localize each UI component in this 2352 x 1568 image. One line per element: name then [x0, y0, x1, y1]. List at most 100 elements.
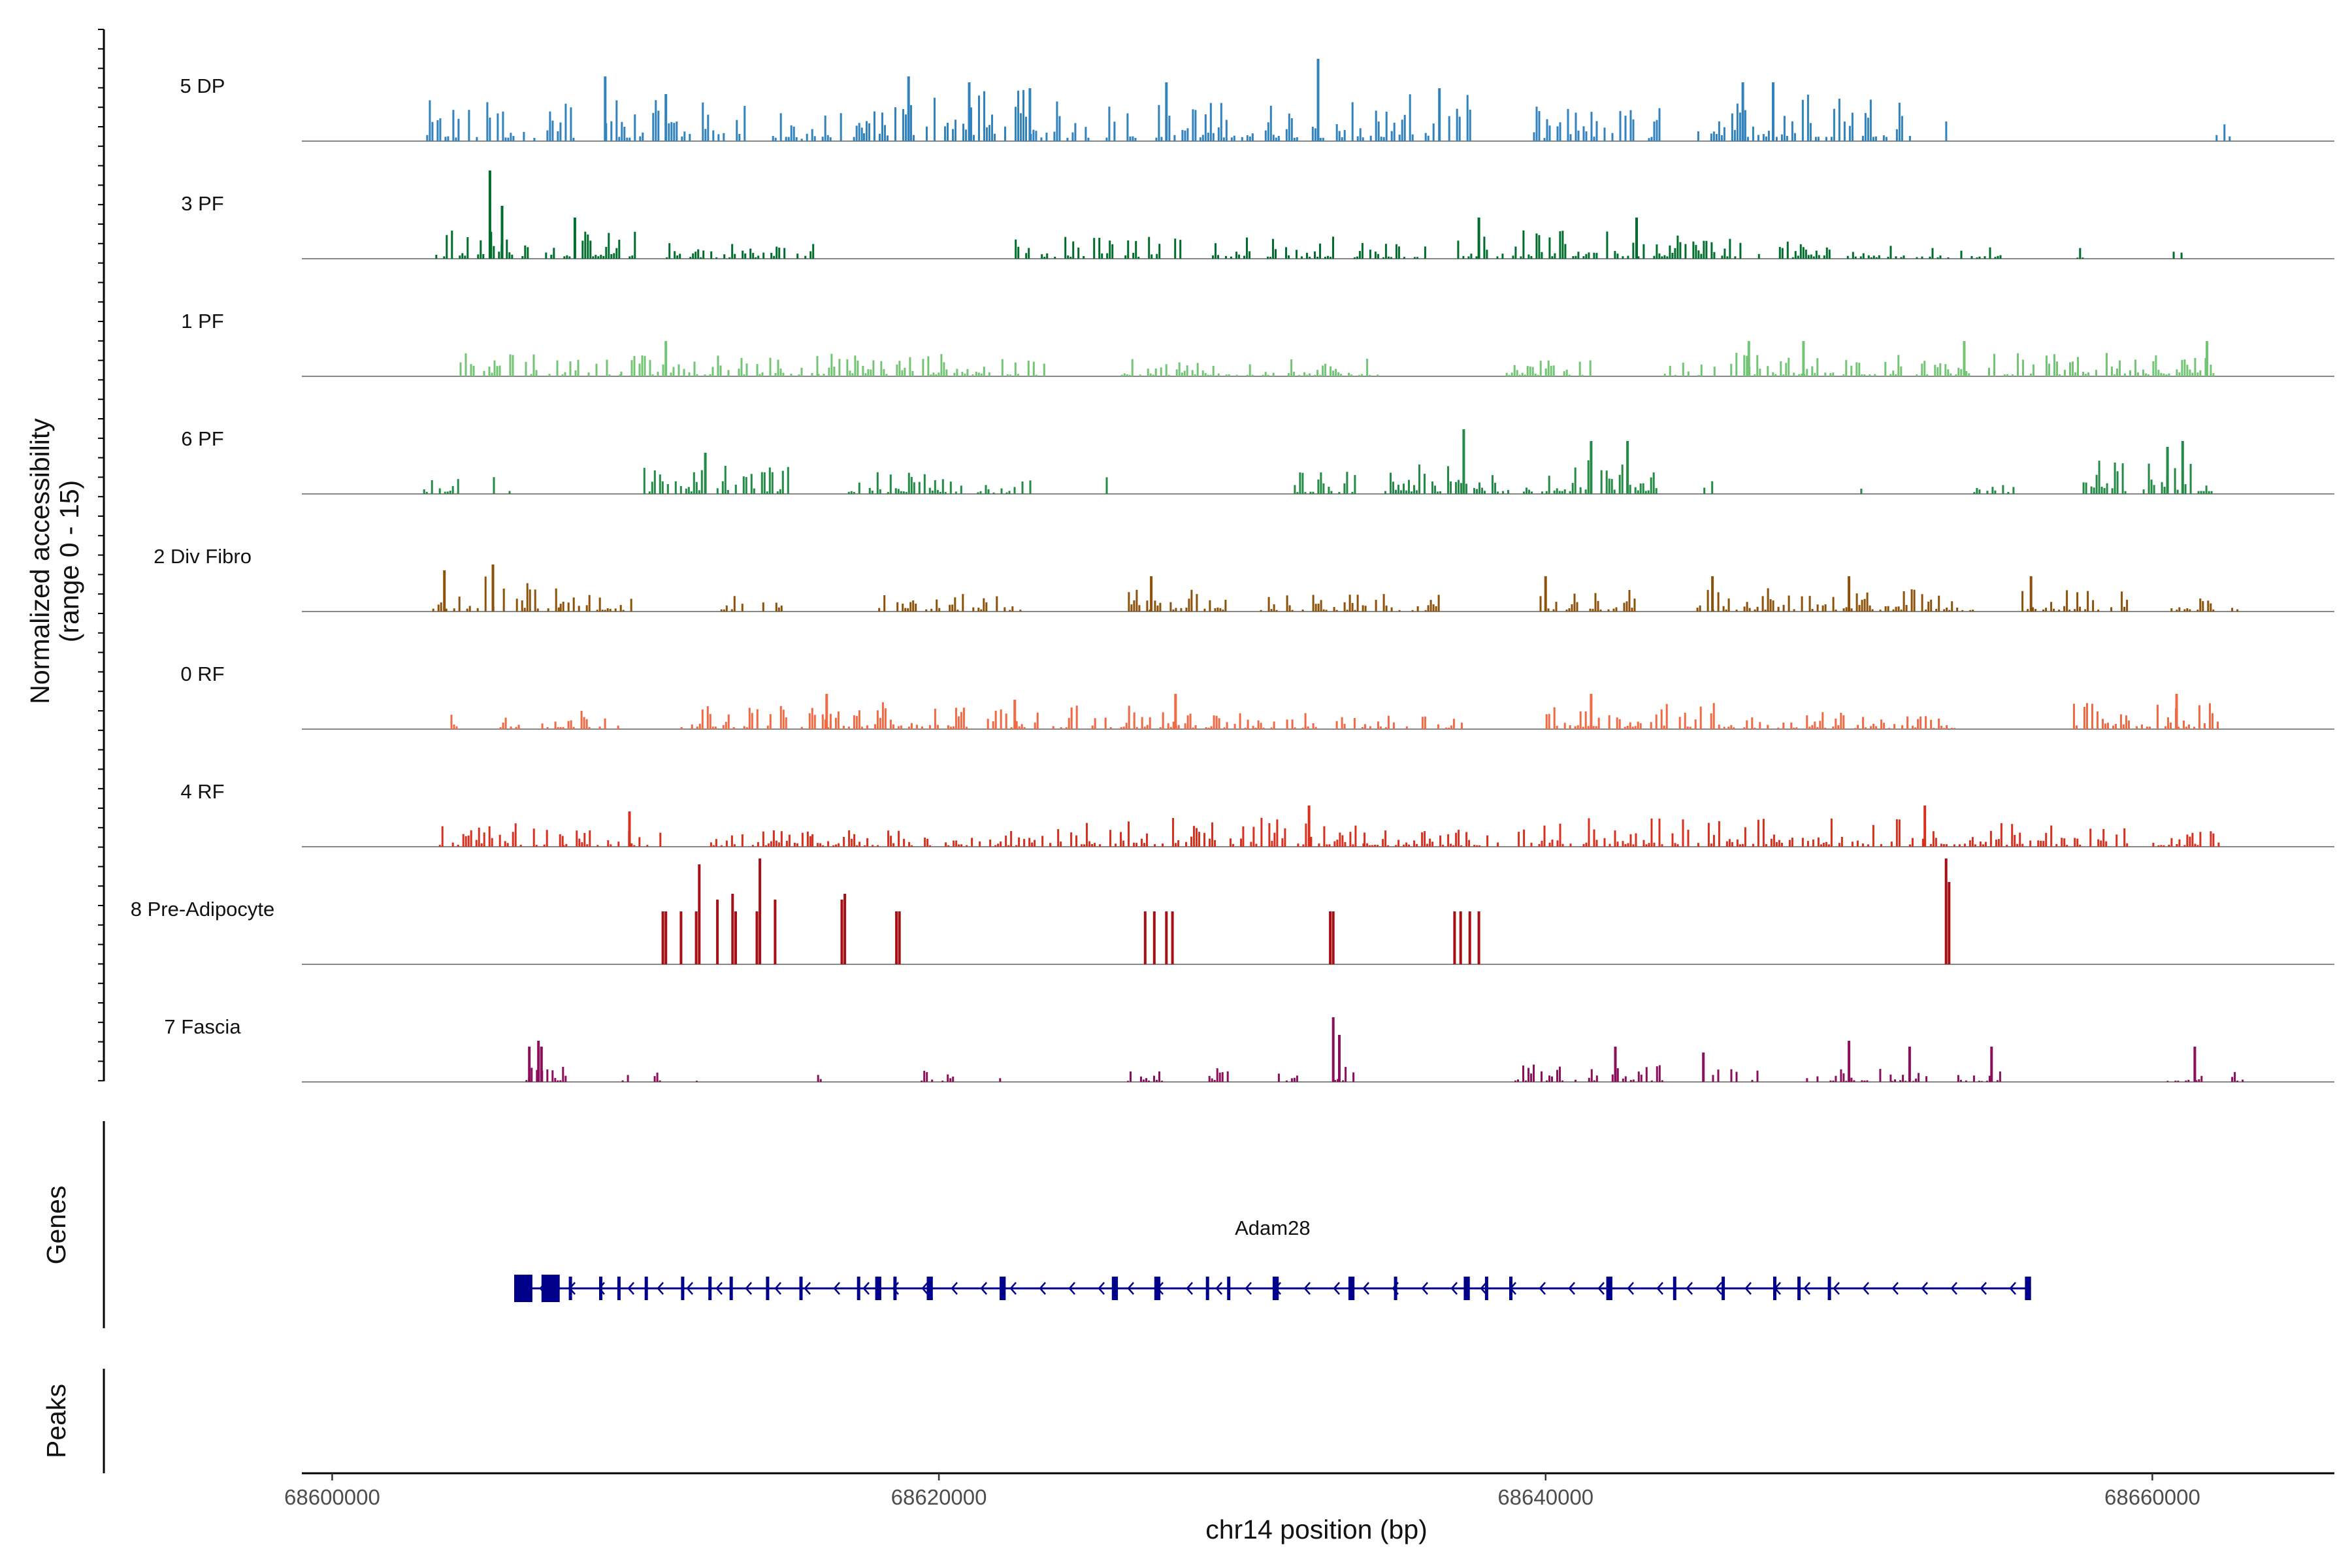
coverage-bar	[1143, 1079, 1145, 1082]
coverage-bar	[568, 256, 571, 259]
coverage-bar	[451, 485, 454, 494]
coverage-bar	[734, 253, 736, 259]
coverage-bar	[1679, 242, 1682, 259]
strand-arrow	[657, 1282, 664, 1295]
coverage-bar	[949, 727, 952, 729]
coverage-bar	[1457, 240, 1460, 259]
coverage-peak	[840, 900, 843, 964]
coverage-bar	[1712, 1075, 1714, 1082]
coverage-bar	[1075, 835, 1077, 847]
coverage-bar	[468, 110, 470, 141]
coverage-bar	[1424, 716, 1426, 729]
coverage-bar	[1285, 1080, 1288, 1082]
coverage-bar	[1730, 725, 1733, 729]
coverage-bar	[785, 137, 787, 141]
coverage-bar	[1858, 363, 1861, 376]
coverage-bar	[1767, 725, 1769, 729]
coverage-bar	[1910, 589, 1913, 612]
coverage-bar	[1246, 135, 1249, 141]
coverage-bar	[1913, 589, 1916, 612]
coverage-bar	[1845, 1081, 1848, 1082]
coverage-bar	[1548, 476, 1550, 494]
coverage-bar	[793, 843, 796, 847]
gene-exon	[708, 1277, 712, 1300]
coverage-bar	[1262, 727, 1265, 729]
coverage-peak	[443, 570, 446, 612]
coverage-bar	[872, 845, 874, 847]
coverage-bar	[1315, 604, 1317, 612]
coverage-bar	[769, 714, 772, 729]
coverage-bar	[1132, 253, 1135, 259]
coverage-bar	[1343, 602, 1346, 612]
coverage-bar	[1585, 131, 1588, 141]
coverage-peak	[1152, 911, 1156, 964]
coverage-bar	[1356, 136, 1359, 141]
coverage-bar	[610, 121, 613, 141]
coverage-bar	[1556, 488, 1558, 494]
coverage-bar	[1328, 844, 1331, 847]
coverage-bar	[606, 608, 609, 612]
coverage-bar	[1927, 601, 1930, 612]
coverage-bar	[1175, 843, 1177, 847]
coverage-bar	[1595, 840, 1598, 847]
coverage-bar	[1947, 257, 1950, 259]
coverage-bar	[1011, 606, 1014, 612]
coverage-bar	[1476, 489, 1478, 494]
coverage-bar	[1303, 372, 1306, 376]
coverage-bar	[923, 1070, 926, 1082]
coverage-bar	[934, 97, 936, 141]
coverage-bar	[1898, 103, 1901, 141]
coverage-bar	[1861, 374, 1863, 376]
coverage-bar	[1656, 244, 1658, 259]
coverage-bar	[965, 727, 968, 729]
coverage-bar	[1262, 374, 1264, 376]
coverage-bar	[610, 844, 612, 847]
gene-track: Adam28	[514, 1217, 2031, 1302]
coverage-bar	[1595, 726, 1597, 729]
coverage-bar	[1739, 844, 1741, 847]
strand-arrow	[745, 1282, 752, 1295]
coverage-bar	[1743, 727, 1746, 729]
coverage-bar	[2089, 828, 2092, 847]
coverage-bar	[431, 122, 434, 141]
coverage-bar	[1871, 609, 1874, 612]
coverage-bar	[1094, 843, 1096, 847]
coverage-bar	[1832, 1080, 1835, 1082]
coverage-bar	[1929, 843, 1932, 847]
coverage-bar	[1020, 113, 1022, 141]
coverage-bar	[446, 491, 449, 494]
coverage-bar	[1835, 610, 1837, 612]
coverage-bar	[1584, 489, 1587, 494]
coverage-bar	[1314, 374, 1316, 376]
coverage-bar	[452, 110, 455, 141]
coverage-bar	[964, 373, 966, 376]
coverage-bar	[2167, 717, 2169, 729]
coverage-bar	[1005, 492, 1008, 494]
coverage-bar	[2185, 727, 2187, 729]
coverage-bar	[745, 363, 748, 376]
coverage-bar	[1901, 116, 1903, 141]
coverage-bar	[2176, 369, 2178, 376]
coverage-bar	[1526, 366, 1529, 376]
coverage-bar	[898, 830, 900, 847]
coverage-bar	[497, 113, 499, 141]
coverage-bar	[1640, 1074, 1642, 1082]
coverage-bar	[936, 599, 938, 612]
coverage-bar	[1393, 122, 1396, 141]
coverage-bar	[1573, 593, 1576, 612]
coverage-bar	[1936, 367, 1939, 376]
coverage-bar	[1555, 602, 1558, 612]
coverage-bar	[1759, 722, 1761, 729]
coverage-bar	[855, 715, 858, 729]
coverage-bar	[587, 372, 590, 376]
coverage-bar	[720, 845, 723, 847]
coverage-bar	[1735, 610, 1738, 612]
coverage-bar	[1822, 843, 1825, 847]
coverage-bar	[1392, 722, 1395, 729]
coverage-bar	[1361, 242, 1364, 259]
coverage-bar	[1132, 136, 1134, 141]
coverage-bar	[1478, 482, 1480, 494]
strand-arrow	[1921, 1282, 1928, 1295]
coverage-bar	[730, 609, 733, 612]
coverage-bar	[534, 589, 536, 612]
